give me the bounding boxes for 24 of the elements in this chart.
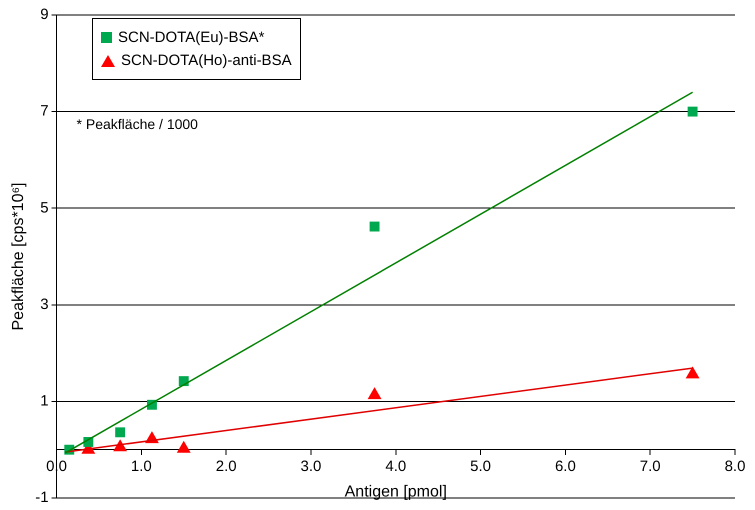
y-axis-title: Peakfläche [cps*10⁶] — [10, 182, 28, 331]
legend-label: SCN-DOTA(Ho)-anti-BSA — [121, 52, 292, 69]
x-tick-label: 8.0 — [724, 458, 746, 475]
point — [368, 387, 382, 400]
x-tick-label: 6.0 — [554, 458, 576, 475]
y-tick-label: -1 — [35, 489, 49, 506]
annotation: * Peakfläche / 1000 — [76, 116, 198, 132]
y-tick-label: 5 — [40, 199, 49, 216]
point — [176, 440, 191, 453]
x-tick-label: 2.0 — [216, 458, 237, 475]
x-axis-title: Antigen [pmol] — [344, 484, 447, 501]
y-tick-label: 9 — [40, 6, 49, 24]
y-tick-label: 7 — [40, 102, 49, 120]
y-tick-label: 1 — [40, 392, 49, 410]
x-tick-label: 5.0 — [470, 458, 492, 475]
x-tick-label: 1.0 — [130, 458, 152, 475]
x-tick-label: 4.0 — [385, 458, 406, 475]
point — [370, 222, 380, 232]
point — [688, 106, 698, 117]
y-tick-label: 3 — [40, 296, 49, 313]
point — [686, 366, 700, 378]
x-tick-label: 7.0 — [640, 458, 661, 475]
legend-label: SCN-DOTA(Eu)-BSA* — [118, 29, 264, 46]
x-tick-label: 3.0 — [300, 458, 322, 475]
